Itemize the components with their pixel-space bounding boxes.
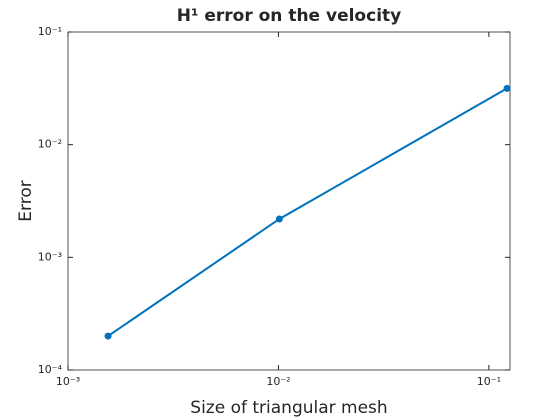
x-tick-label: 10⁻² xyxy=(266,375,290,388)
x-axis-label: Size of triangular mesh xyxy=(190,398,387,418)
marker xyxy=(503,84,511,92)
y-tick-label: 10⁻⁴ xyxy=(38,363,63,376)
marker xyxy=(104,332,112,340)
y-axis-label: Error xyxy=(16,180,36,221)
y-tick-label: 10⁻² xyxy=(38,138,62,151)
y-tick-label: 10⁻³ xyxy=(38,250,62,263)
x-tick-label: 10⁻¹ xyxy=(477,375,501,388)
y-tick-label: 10⁻¹ xyxy=(38,25,62,38)
x-tick-label: 10⁻³ xyxy=(56,375,80,388)
marker xyxy=(275,215,283,223)
chart-title: H¹ error on the velocity xyxy=(177,6,401,26)
